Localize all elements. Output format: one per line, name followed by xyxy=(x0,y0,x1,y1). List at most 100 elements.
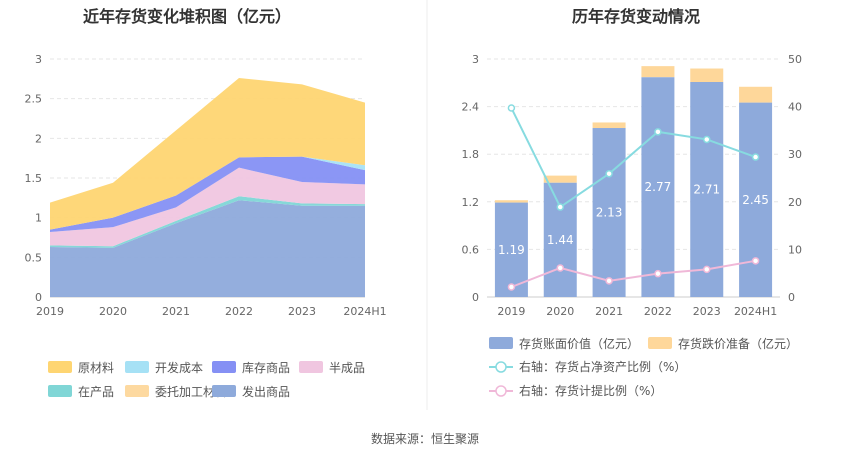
right-y2-tick-label: 0 xyxy=(788,291,795,304)
legend-swatch xyxy=(48,385,72,397)
right-y2-tick-label: 20 xyxy=(788,196,802,209)
right-chart-title: 历年存货变动情况 xyxy=(572,7,700,26)
left-y-tick-label: 3 xyxy=(35,53,42,66)
line-point xyxy=(654,269,662,278)
left-y-tick-label: 0.5 xyxy=(25,251,43,264)
legend-label: 开发成本 xyxy=(155,360,203,375)
right-x-ticks: 2019 2020 2021 2022 2023 2024H1 xyxy=(497,305,777,318)
area-series-0 xyxy=(50,200,365,297)
legend-label: 在产品 xyxy=(78,385,114,399)
right-bars xyxy=(494,66,773,297)
right-gridlines xyxy=(487,58,780,298)
line-point xyxy=(605,169,613,178)
right-lines xyxy=(507,104,760,291)
area-series-6 xyxy=(50,78,365,230)
left-y-tick-label: 2 xyxy=(35,132,42,145)
left-x-tick-label: 2022 xyxy=(225,305,253,318)
area-series-2 xyxy=(50,167,365,247)
line-point xyxy=(703,135,711,144)
left-area-series xyxy=(50,78,365,297)
impairment-bar xyxy=(641,66,675,78)
left-y-tick-label: 2.5 xyxy=(25,93,43,106)
right-y2-tick-label: 40 xyxy=(788,101,802,114)
legend-label: 半成品 xyxy=(329,361,365,375)
left-y-tick-label: 1.5 xyxy=(25,172,43,185)
right-y2-ticks: 0 10 20 30 40 50 xyxy=(788,53,802,304)
right-x-tick-label: 2019 xyxy=(497,305,525,318)
bar-value-label: 2.71 xyxy=(693,183,720,197)
legend-swatch xyxy=(125,361,149,373)
right-x-tick-label: 2023 xyxy=(693,305,721,318)
right-y-ticks: 0 0.6 1.2 1.8 2.4 3 xyxy=(462,53,480,304)
right-x-tick-label: 2021 xyxy=(595,305,623,318)
right-legend: 存货账面价值（亿元） 存货跌价准备（亿元） 右轴：存货占净资产比例（%） 右轴：存货计… xyxy=(489,336,798,398)
legend-label: 右轴：存货计提比例（%） xyxy=(519,383,662,398)
right-y-tick-label: 3 xyxy=(472,53,479,66)
right-y2-tick-label: 50 xyxy=(788,53,802,66)
right-y-tick-label: 2.4 xyxy=(462,101,480,114)
legend-label: 存货账面价值（亿元） xyxy=(519,336,639,351)
left-chart-title: 近年存货变化堆积图（亿元） xyxy=(83,7,291,26)
bar-value-label: 1.44 xyxy=(547,233,574,247)
bar-value-label: 2.45 xyxy=(742,193,769,207)
inventory-bar xyxy=(592,128,626,297)
bar-value-label: 1.19 xyxy=(498,243,525,257)
inventory-bar xyxy=(739,102,773,297)
right-y2-tick-label: 10 xyxy=(788,243,802,256)
line-point xyxy=(507,283,516,291)
right-x-tick-label: 2024H1 xyxy=(734,305,777,318)
impairment-bar xyxy=(494,200,528,203)
area-series-3 xyxy=(50,156,365,232)
impairment-bar xyxy=(739,86,773,103)
legend-swatch xyxy=(648,337,672,349)
right-y-tick-label: 0.6 xyxy=(462,243,480,256)
right-x-tick-label: 2020 xyxy=(546,305,574,318)
legend-swatch xyxy=(489,337,513,349)
legend-label: 原材料 xyxy=(78,361,114,375)
left-x-tick-label: 2019 xyxy=(36,305,64,318)
legend-label: 存货跌价准备（亿元） xyxy=(678,336,798,351)
inventory-bar xyxy=(543,182,577,297)
right-y-tick-label: 1.8 xyxy=(462,148,480,161)
legend-label: 右轴：存货占净资产比例（%） xyxy=(519,359,686,374)
legend-swatch xyxy=(212,385,236,397)
inventory-bar xyxy=(690,82,724,297)
right-bar-labels: 1.19 1.44 2.13 2.77 2.71 2.45 xyxy=(498,180,769,257)
impairment-bar xyxy=(543,175,577,183)
line-point xyxy=(605,277,613,285)
legend-label: 库存商品 xyxy=(242,360,290,375)
left-x-tick-label: 2023 xyxy=(288,305,316,318)
legend-marker xyxy=(495,361,507,373)
legend-swatch xyxy=(212,361,236,373)
legend-swatch xyxy=(299,361,323,373)
left-x-tick-label: 2020 xyxy=(99,305,127,318)
legend-label: 发出商品 xyxy=(242,384,290,399)
left-x-ticks: 2019 2020 2021 2022 2023 2024H1 xyxy=(36,305,387,318)
legend-label: 委托加工材料 xyxy=(155,385,227,399)
data-source: 数据来源：恒生聚源 xyxy=(371,431,479,446)
line-point xyxy=(703,265,711,274)
legend-swatch xyxy=(125,385,149,397)
left-y-tick-label: 0 xyxy=(35,291,42,304)
bar-value-label: 2.13 xyxy=(596,206,623,220)
right-y2-tick-label: 30 xyxy=(788,148,802,161)
line-point xyxy=(556,264,564,272)
line-point xyxy=(507,104,516,112)
line-series-0 xyxy=(510,107,756,209)
line-point xyxy=(751,153,760,161)
left-y-tick-label: 1 xyxy=(35,212,42,225)
right-y-tick-label: 0 xyxy=(472,291,479,304)
bar-value-label: 2.77 xyxy=(645,180,672,194)
right-x-tick-label: 2022 xyxy=(644,305,672,318)
left-x-tick-label: 2021 xyxy=(162,305,190,318)
left-y-ticks: 0 0.5 1 1.5 2 2.5 3 xyxy=(25,53,43,304)
right-y-tick-label: 1.2 xyxy=(462,196,480,209)
left-x-tick-label: 2024H1 xyxy=(343,305,386,318)
line-point xyxy=(751,257,760,265)
inventory-bar xyxy=(641,77,675,297)
legend-marker xyxy=(495,385,507,397)
impairment-bar xyxy=(592,122,626,129)
line-point xyxy=(556,203,564,211)
